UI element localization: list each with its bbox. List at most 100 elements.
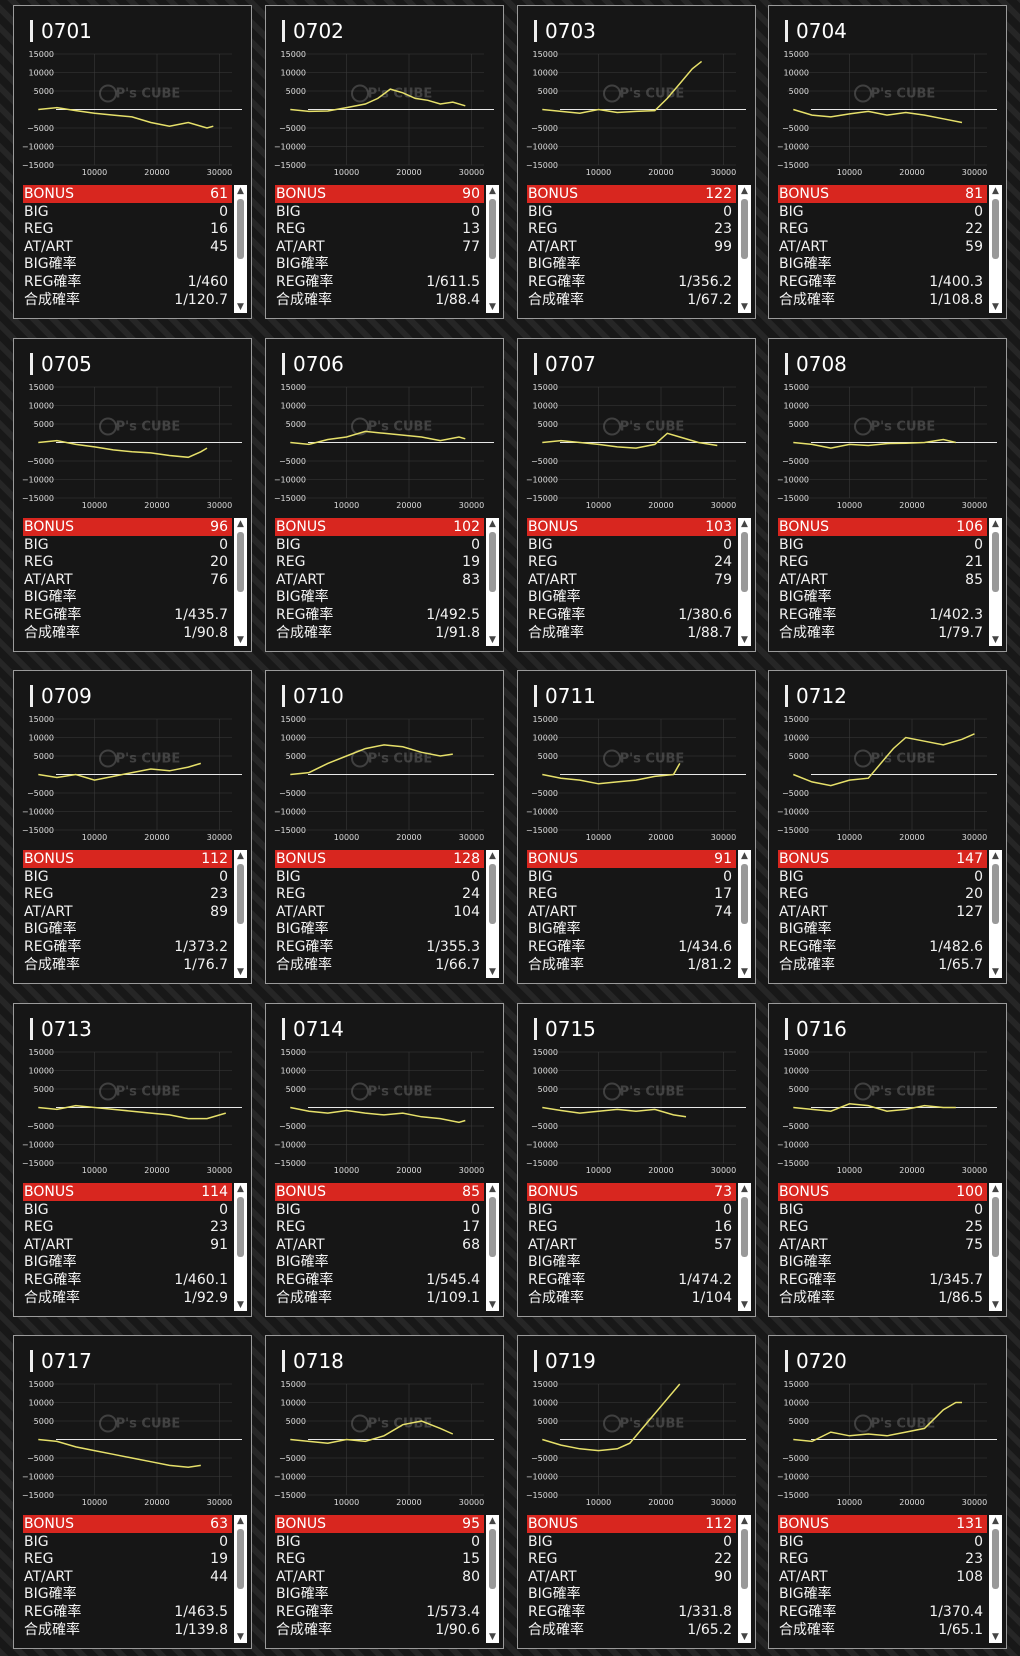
scroll-up-icon[interactable]: ▲ [489, 851, 496, 861]
scroll-thumb[interactable] [992, 1529, 999, 1589]
scroll-down-icon[interactable]: ▼ [489, 967, 496, 977]
scroll-down-icon[interactable]: ▼ [741, 967, 748, 977]
stats-scrollbar[interactable]: ▲ ▼ [486, 850, 499, 978]
machine-card[interactable]: 0720 15000 10000 5000 −5000 −10000 −15000 10000… [768, 1335, 1007, 1649]
scroll-up-icon[interactable]: ▲ [741, 1184, 748, 1194]
stats-scrollbar[interactable]: ▲ ▼ [486, 1183, 499, 1311]
stats-scrollbar[interactable]: ▲ ▼ [738, 185, 751, 313]
stats-panel[interactable]: BONUS 91 BIG 0 REG 17 AT/ART 74 BIG確率 REG確率 1/434.… [527, 849, 753, 979]
scroll-down-icon[interactable]: ▼ [237, 1300, 244, 1310]
scroll-up-icon[interactable]: ▲ [741, 186, 748, 196]
stats-scrollbar[interactable]: ▲ ▼ [486, 185, 499, 313]
stats-scrollbar[interactable]: ▲ ▼ [234, 185, 247, 313]
stats-scrollbar[interactable]: ▲ ▼ [738, 1515, 751, 1643]
scroll-down-icon[interactable]: ▼ [237, 635, 244, 645]
scroll-thumb[interactable] [992, 199, 999, 259]
scroll-thumb[interactable] [992, 532, 999, 592]
scroll-thumb[interactable] [237, 532, 244, 592]
machine-card[interactable]: 0706 15000 10000 5000 −5000 −10000 −15000 10000… [265, 338, 504, 652]
scroll-thumb[interactable] [489, 1529, 496, 1589]
stats-panel[interactable]: BONUS 112 BIG 0 REG 22 AT/ART 90 BIG確率 REG確率 1/331… [527, 1514, 753, 1644]
scroll-up-icon[interactable]: ▲ [992, 851, 999, 861]
scroll-thumb[interactable] [237, 864, 244, 924]
machine-card[interactable]: 0704 15000 10000 5000 −5000 −10000 −15000 10000… [768, 5, 1007, 319]
stats-scrollbar[interactable]: ▲ ▼ [989, 1183, 1002, 1311]
machine-card[interactable]: 0709 15000 10000 5000 −5000 −10000 −15000 10000… [13, 670, 252, 984]
scroll-up-icon[interactable]: ▲ [741, 519, 748, 529]
scroll-down-icon[interactable]: ▼ [237, 302, 244, 312]
stats-scrollbar[interactable]: ▲ ▼ [989, 850, 1002, 978]
scroll-thumb[interactable] [741, 1529, 748, 1589]
scroll-down-icon[interactable]: ▼ [237, 967, 244, 977]
stats-panel[interactable]: BONUS 73 BIG 0 REG 16 AT/ART 57 BIG確率 REG確率 1/474.… [527, 1182, 753, 1312]
stats-panel[interactable]: BONUS 102 BIG 0 REG 19 AT/ART 83 BIG確率 REG確率 1/492… [275, 517, 501, 647]
scroll-up-icon[interactable]: ▲ [992, 1184, 999, 1194]
machine-card[interactable]: 0702 15000 10000 5000 −5000 −10000 −15000 10000… [265, 5, 504, 319]
stats-scrollbar[interactable]: ▲ ▼ [989, 1515, 1002, 1643]
machine-card[interactable]: 0705 15000 10000 5000 −5000 −10000 −15000 10000… [13, 338, 252, 652]
machine-card[interactable]: 0708 15000 10000 5000 −5000 −10000 −15000 10000… [768, 338, 1007, 652]
stats-panel[interactable]: BONUS 96 BIG 0 REG 20 AT/ART 76 BIG確率 REG確率 1/435.… [23, 517, 249, 647]
stats-scrollbar[interactable]: ▲ ▼ [234, 1515, 247, 1643]
machine-card[interactable]: 0718 15000 10000 5000 −5000 −10000 −15000 10000… [265, 1335, 504, 1649]
scroll-down-icon[interactable]: ▼ [741, 1632, 748, 1642]
stats-scrollbar[interactable]: ▲ ▼ [738, 518, 751, 646]
scroll-down-icon[interactable]: ▼ [237, 1632, 244, 1642]
scroll-thumb[interactable] [741, 864, 748, 924]
machine-card[interactable]: 0717 15000 10000 5000 −5000 −10000 −15000 10000… [13, 1335, 252, 1649]
stats-scrollbar[interactable]: ▲ ▼ [989, 518, 1002, 646]
scroll-up-icon[interactable]: ▲ [741, 1516, 748, 1526]
scroll-down-icon[interactable]: ▼ [992, 635, 999, 645]
scroll-thumb[interactable] [489, 864, 496, 924]
scroll-down-icon[interactable]: ▼ [489, 1300, 496, 1310]
scroll-thumb[interactable] [741, 532, 748, 592]
scroll-thumb[interactable] [992, 1197, 999, 1257]
stats-panel[interactable]: BONUS 147 BIG 0 REG 20 AT/ART 127 BIG確率 REG確率 1/48… [778, 849, 1004, 979]
scroll-up-icon[interactable]: ▲ [741, 851, 748, 861]
stats-panel[interactable]: BONUS 131 BIG 0 REG 23 AT/ART 108 BIG確率 REG確率 1/37… [778, 1514, 1004, 1644]
stats-scrollbar[interactable]: ▲ ▼ [989, 185, 1002, 313]
scroll-thumb[interactable] [741, 1197, 748, 1257]
scroll-up-icon[interactable]: ▲ [237, 851, 244, 861]
machine-card[interactable]: 0716 15000 10000 5000 −5000 −10000 −15000 10000… [768, 1003, 1007, 1317]
stats-panel[interactable]: BONUS 122 BIG 0 REG 23 AT/ART 99 BIG確率 REG確率 1/356… [527, 184, 753, 314]
scroll-down-icon[interactable]: ▼ [992, 1632, 999, 1642]
scroll-down-icon[interactable]: ▼ [992, 1300, 999, 1310]
scroll-thumb[interactable] [741, 199, 748, 259]
scroll-down-icon[interactable]: ▼ [489, 635, 496, 645]
machine-card[interactable]: 0701 15000 10000 5000 −5000 −10000 −15000 10000… [13, 5, 252, 319]
scroll-up-icon[interactable]: ▲ [992, 186, 999, 196]
scroll-up-icon[interactable]: ▲ [237, 1184, 244, 1194]
scroll-up-icon[interactable]: ▲ [992, 519, 999, 529]
stats-scrollbar[interactable]: ▲ ▼ [234, 518, 247, 646]
scroll-thumb[interactable] [489, 1197, 496, 1257]
scroll-down-icon[interactable]: ▼ [489, 1632, 496, 1642]
scroll-down-icon[interactable]: ▼ [992, 967, 999, 977]
stats-scrollbar[interactable]: ▲ ▼ [738, 1183, 751, 1311]
stats-panel[interactable]: BONUS 112 BIG 0 REG 23 AT/ART 89 BIG確率 REG確率 1/373… [23, 849, 249, 979]
stats-panel[interactable]: BONUS 100 BIG 0 REG 25 AT/ART 75 BIG確率 REG確率 1/345… [778, 1182, 1004, 1312]
machine-card[interactable]: 0719 15000 10000 5000 −5000 −10000 −15000 10000… [517, 1335, 756, 1649]
scroll-down-icon[interactable]: ▼ [741, 1300, 748, 1310]
stats-panel[interactable]: BONUS 103 BIG 0 REG 24 AT/ART 79 BIG確率 REG確率 1/380… [527, 517, 753, 647]
stats-panel[interactable]: BONUS 85 BIG 0 REG 17 AT/ART 68 BIG確率 REG確率 1/545.… [275, 1182, 501, 1312]
stats-panel[interactable]: BONUS 95 BIG 0 REG 15 AT/ART 80 BIG確率 REG確率 1/573.… [275, 1514, 501, 1644]
scroll-thumb[interactable] [237, 1197, 244, 1257]
scroll-up-icon[interactable]: ▲ [237, 519, 244, 529]
machine-card[interactable]: 0715 15000 10000 5000 −5000 −10000 −15000 10000… [517, 1003, 756, 1317]
scroll-up-icon[interactable]: ▲ [237, 186, 244, 196]
scroll-up-icon[interactable]: ▲ [489, 1184, 496, 1194]
stats-panel[interactable]: BONUS 128 BIG 0 REG 24 AT/ART 104 BIG確率 REG確率 1/35… [275, 849, 501, 979]
scroll-up-icon[interactable]: ▲ [992, 1516, 999, 1526]
stats-panel[interactable]: BONUS 81 BIG 0 REG 22 AT/ART 59 BIG確率 REG確率 1/400.… [778, 184, 1004, 314]
stats-panel[interactable]: BONUS 106 BIG 0 REG 21 AT/ART 85 BIG確率 REG確率 1/402… [778, 517, 1004, 647]
scroll-down-icon[interactable]: ▼ [489, 302, 496, 312]
machine-card[interactable]: 0714 15000 10000 5000 −5000 −10000 −15000 10000… [265, 1003, 504, 1317]
machine-card[interactable]: 0711 15000 10000 5000 −5000 −10000 −15000 10000… [517, 670, 756, 984]
scroll-up-icon[interactable]: ▲ [237, 1516, 244, 1526]
stats-panel[interactable]: BONUS 61 BIG 0 REG 16 AT/ART 45 BIG確率 REG確率 1/460 合… [23, 184, 249, 314]
stats-scrollbar[interactable]: ▲ ▼ [486, 1515, 499, 1643]
scroll-up-icon[interactable]: ▲ [489, 519, 496, 529]
scroll-thumb[interactable] [992, 864, 999, 924]
scroll-thumb[interactable] [237, 199, 244, 259]
